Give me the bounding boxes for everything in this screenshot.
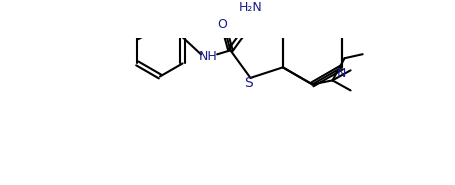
Text: O: O (217, 18, 228, 31)
Text: NH: NH (199, 50, 217, 63)
Text: S: S (244, 76, 253, 90)
Text: N: N (337, 67, 347, 80)
Text: H₂N: H₂N (238, 1, 263, 14)
